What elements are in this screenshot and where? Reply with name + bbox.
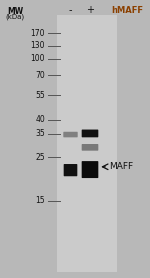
Text: MAFF: MAFF [110,162,134,171]
FancyBboxPatch shape [82,130,98,137]
FancyBboxPatch shape [82,161,98,178]
FancyBboxPatch shape [82,144,98,151]
Text: 170: 170 [30,29,45,38]
Text: 70: 70 [35,71,45,80]
FancyBboxPatch shape [64,164,77,176]
Text: 35: 35 [35,130,45,138]
Text: 130: 130 [30,41,45,50]
FancyBboxPatch shape [63,132,78,137]
Text: +: + [86,5,94,15]
Text: MW: MW [7,7,23,16]
Text: 15: 15 [35,196,45,205]
Text: 25: 25 [35,153,45,162]
Text: (kDa): (kDa) [5,13,25,20]
Text: -: - [69,5,72,15]
Text: 55: 55 [35,91,45,100]
Text: 100: 100 [30,54,45,63]
Text: hMAFF: hMAFF [111,6,144,15]
FancyBboxPatch shape [57,15,117,272]
Text: 40: 40 [35,115,45,124]
